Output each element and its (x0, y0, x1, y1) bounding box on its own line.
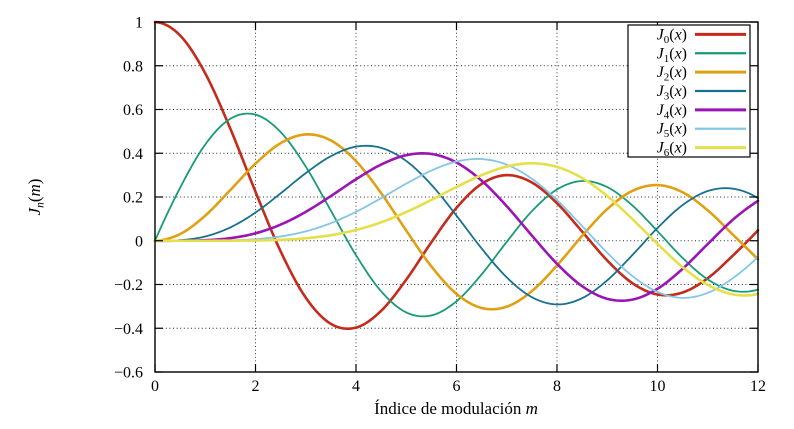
legend-label: J4(x) (657, 102, 687, 122)
legend-item-j5: J5(x) (657, 121, 746, 141)
legend-label: J5(x) (657, 121, 687, 141)
series-curve-j2 (153, 133, 760, 311)
legend-item-j4: J4(x) (657, 102, 746, 122)
legend-label: J0(x) (657, 26, 687, 46)
y-tick-label: 0.6 (123, 102, 143, 119)
series-curve-j4 (153, 152, 760, 302)
series-curve-j3 (154, 144, 759, 306)
x-tick-label: 8 (553, 378, 561, 395)
x-axis-label: Índice de modulación m (374, 399, 538, 418)
y-tick-label: −0.6 (114, 365, 143, 382)
legend-label: J2(x) (657, 64, 687, 84)
x-axis-label-variable: m (526, 399, 538, 418)
legend-label: J6(x) (657, 140, 687, 160)
series-curve-j6 (153, 161, 760, 297)
legend: J0(x)J1(x)J2(x)J3(x)J4(x)J5(x)J6(x) (627, 24, 751, 160)
series-curves (153, 20, 760, 331)
x-tick-label: 4 (352, 378, 360, 395)
x-tick-label: 6 (453, 378, 461, 395)
y-tick-label: 0.8 (123, 58, 143, 75)
x-tick-label: 10 (650, 378, 666, 395)
legend-item-j3: J3(x) (657, 83, 746, 103)
series-curve-j5 (154, 158, 759, 299)
y-tick-label: 0.4 (123, 146, 143, 163)
legend-label: J3(x) (657, 83, 687, 103)
y-tick-label: 1 (135, 15, 143, 32)
legend-item-j1: J1(x) (657, 45, 746, 65)
legend-label: J1(x) (657, 45, 687, 65)
y-tick-label: −0.2 (114, 277, 143, 294)
legend-item-j0: J0(x) (657, 26, 746, 46)
y-axis-label: Jn(m) (25, 179, 47, 216)
x-axis-label-text: Índice de modulación (374, 399, 522, 418)
series-curve-j0 (153, 20, 760, 331)
legend-item-j2: J2(x) (657, 64, 746, 84)
legend-item-j6: J6(x) (657, 140, 746, 160)
x-tick-label: 0 (151, 378, 159, 395)
tick-labels: 0 2 4 6 8 10 12 1 0.8 0.6 0.4 0.2 0 −0.2 −0.4 −0.6 (114, 15, 766, 396)
tick-marks (154, 21, 759, 373)
x-tick-label: 2 (252, 378, 260, 395)
x-tick-label: 12 (750, 378, 766, 395)
series-curve-j1 (154, 112, 759, 318)
y-tick-label: −0.4 (114, 321, 143, 338)
y-tick-label: 0 (135, 233, 143, 250)
y-tick-label: 0.2 (123, 190, 143, 207)
grid (155, 22, 758, 372)
